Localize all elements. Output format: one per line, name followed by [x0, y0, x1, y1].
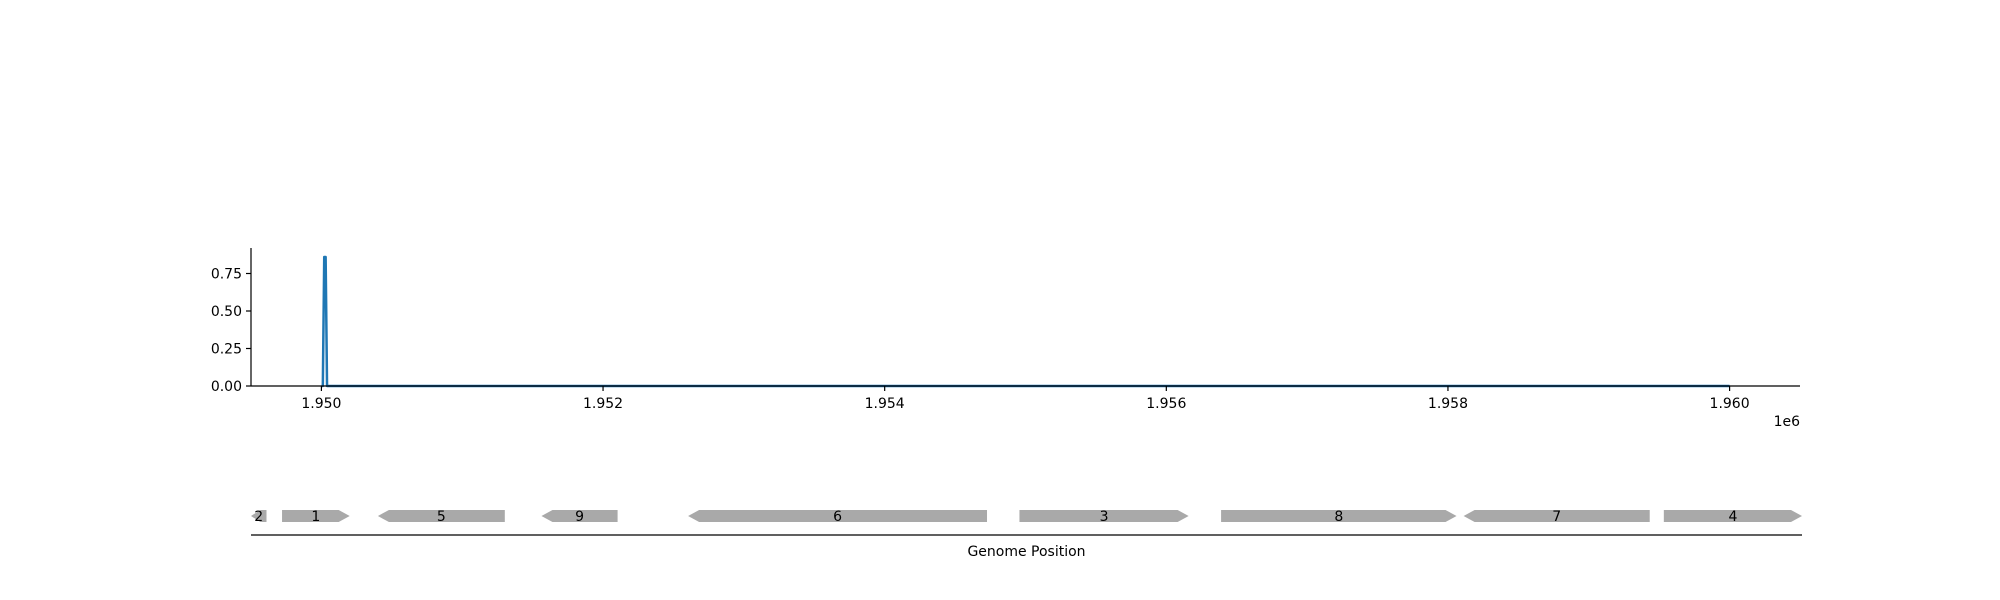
- gene-arrow: [541, 510, 618, 522]
- x-axis-ticks: 1.950 1.952 1.954 1.956 1.958 1.960: [301, 386, 1750, 412]
- gene-label: 5: [437, 509, 446, 525]
- gene-arrow: [282, 510, 350, 522]
- gene-label: 9: [575, 509, 584, 525]
- gene-track-x-label: Genome Position: [967, 544, 1085, 560]
- y-tick-label: 0.75: [211, 267, 242, 283]
- gene-label: 2: [254, 509, 263, 525]
- gene-arrow: [1019, 510, 1189, 522]
- gene-label: 6: [833, 509, 842, 525]
- gene-arrow: [1663, 510, 1802, 522]
- x-tick-label: 1.958: [1428, 396, 1468, 412]
- gene-arrow: [688, 510, 988, 522]
- series-line: [321, 255, 1730, 388]
- gene-arrow: [1221, 510, 1457, 522]
- gene-label: 7: [1552, 509, 1561, 525]
- coverage-plot: 0.000.250.500.75 1.950 1.952 1.954 1.956 1.9…: [211, 248, 1800, 430]
- x-tick-label: 1.950: [301, 396, 341, 412]
- gene-arrow: [251, 510, 267, 522]
- x-tick-label: 1.952: [583, 396, 623, 412]
- gene-label: 3: [1100, 509, 1109, 525]
- y-tick-label: 0.50: [211, 304, 242, 320]
- gene-arrow: [377, 510, 505, 522]
- gene-label: 8: [1334, 509, 1343, 525]
- y-axis-ticks: 0.00 0.25 0.50 0.75: [211, 267, 251, 395]
- gene-label: 1: [311, 509, 320, 525]
- x-tick-label: 1.956: [1146, 396, 1186, 412]
- gene-label: 4: [1728, 509, 1737, 525]
- x-tick-label: 1.960: [1710, 396, 1750, 412]
- gene-arrow: [1463, 510, 1650, 522]
- gene-track: 2 1 5 9 6 3 8 7 4 Genome Position: [251, 509, 1802, 560]
- x-tick-label: 1.954: [865, 396, 905, 412]
- x-axis-multiplier: 1e6: [1774, 414, 1801, 430]
- y-tick-label: 0.25: [211, 342, 242, 358]
- y-tick-label: 0.00: [211, 379, 242, 395]
- gene-features: 2 1 5 9 6 3 8 7 4: [251, 509, 1802, 525]
